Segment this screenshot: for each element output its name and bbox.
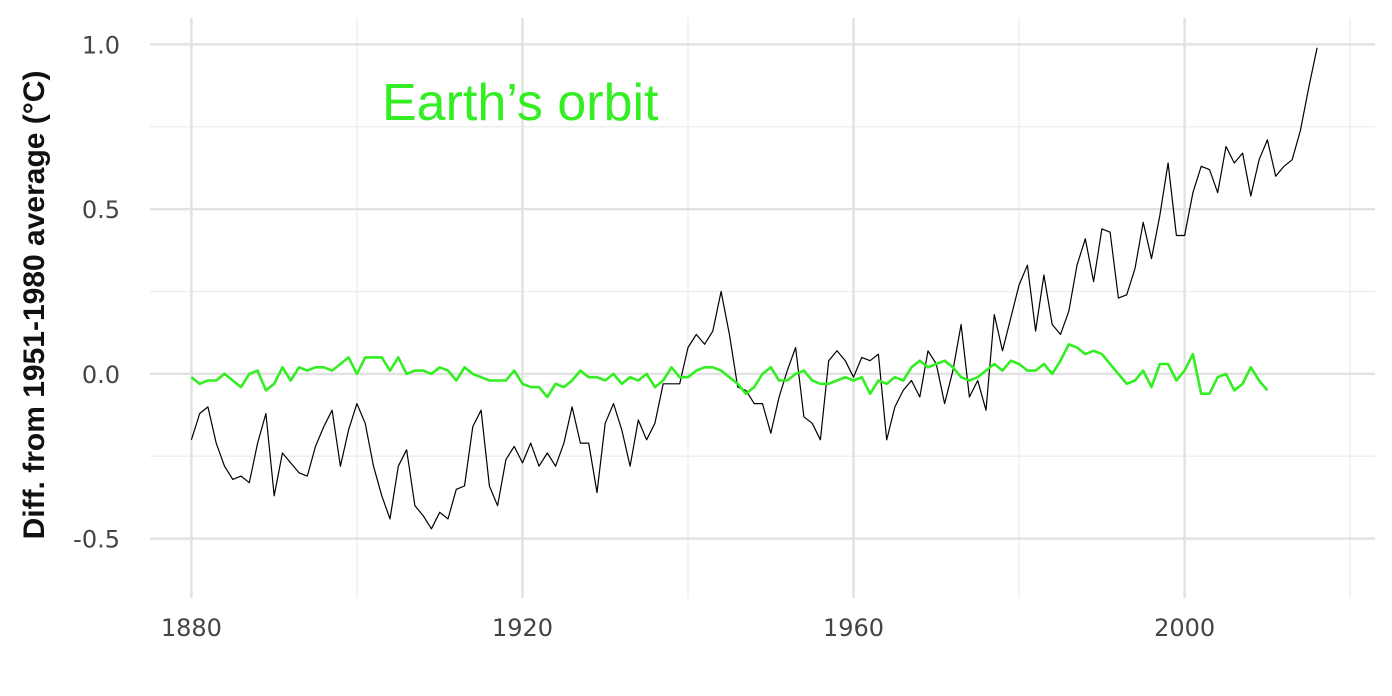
grid-lines xyxy=(150,18,1375,598)
y-tick-label: 0.5 xyxy=(82,196,120,224)
x-tick-label: 1880 xyxy=(161,614,222,642)
series-lines xyxy=(190,47,1318,530)
x-tick-label: 1960 xyxy=(823,614,884,642)
y-tick-labels: 1.0 0.5 0.0 -0.5 xyxy=(73,31,120,553)
temperature-series-line xyxy=(190,47,1318,530)
orbit-series-line xyxy=(190,342,1269,399)
y-tick-label: -0.5 xyxy=(73,526,120,554)
x-tick-label: 2000 xyxy=(1154,614,1215,642)
y-tick-label: 1.0 xyxy=(82,31,120,59)
x-tick-label: 1920 xyxy=(492,614,553,642)
y-axis-title: Diff. from 1951-1980 average (°C) xyxy=(18,71,51,540)
orbit-annotation: Earth’s orbit xyxy=(382,74,659,132)
x-tick-labels: 1880 1920 1960 2000 xyxy=(161,614,1215,642)
y-tick-label: 0.0 xyxy=(82,361,120,389)
